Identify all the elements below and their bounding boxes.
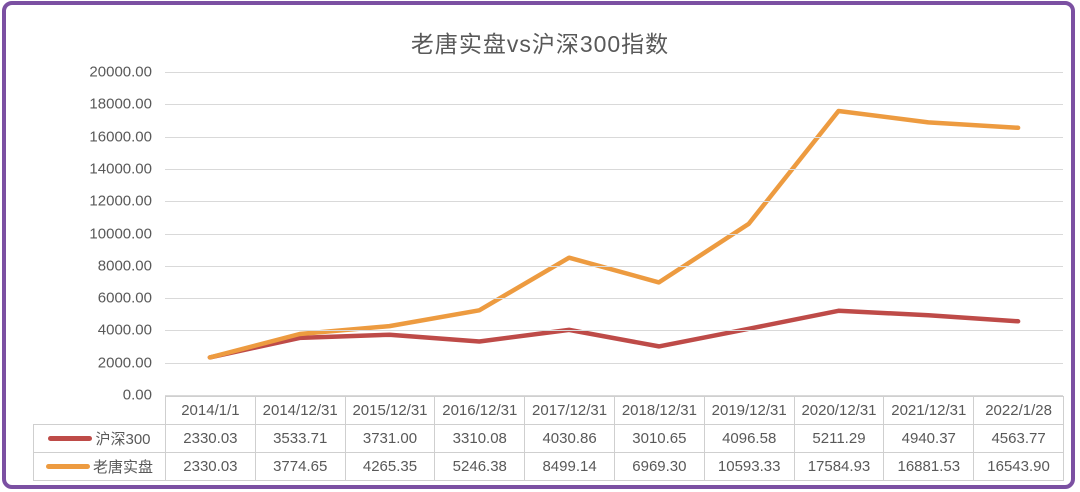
y-axis-tick-label: 18000.00 bbox=[89, 95, 152, 113]
y-axis-tick-label: 10000.00 bbox=[89, 225, 152, 242]
y-axis-tick-label: 20000.00 bbox=[89, 63, 152, 81]
series-line-0 bbox=[207, 308, 1021, 360]
y-axis-tick-label: 8000.00 bbox=[97, 257, 152, 275]
y-axis-tick-label: 2000.00 bbox=[97, 354, 152, 372]
gridline bbox=[165, 72, 1063, 73]
table-value-cell: 17584.93 bbox=[793, 452, 885, 481]
table-value-cell: 3533.71 bbox=[254, 424, 346, 453]
series-color-swatch-icon bbox=[48, 436, 93, 441]
table-value-cell: 5211.29 bbox=[793, 424, 885, 453]
table-value-cell: 4940.37 bbox=[883, 424, 975, 453]
legend-cell: 老唐实盘 bbox=[33, 452, 166, 481]
table-body: 2014/1/1 2014/12/31 2015/12/31 2016/12/31 20… bbox=[33, 396, 1064, 481]
table-header-cell: 2019/12/31 bbox=[703, 396, 795, 425]
table-value-cell: 4096.58 bbox=[703, 424, 795, 453]
series-color-swatch-icon bbox=[45, 464, 90, 469]
table-header-cell: 2014/12/31 bbox=[254, 396, 346, 425]
gridline bbox=[165, 362, 1063, 364]
table-header-cell: 2015/12/31 bbox=[344, 396, 436, 425]
data-table: 2014/1/1 2014/12/31 2015/12/31 2016/12/31 20… bbox=[33, 396, 1064, 481]
table-header-cell: 2016/12/31 bbox=[434, 396, 526, 425]
table-header-row: 2014/1/1 2014/12/31 2015/12/31 2016/12/31 20… bbox=[34, 396, 1064, 425]
table-value-cell: 3774.65 bbox=[254, 452, 346, 481]
line-chart-svg bbox=[207, 108, 1021, 360]
table-row: 老唐实盘 2330.03 3774.65 4265.35 5246.38 8499.14 6… bbox=[33, 452, 1064, 481]
table-header-cell: 2014/1/1 bbox=[165, 396, 256, 425]
series-line-1 bbox=[207, 108, 1021, 360]
series-name-label: 沪深300 bbox=[95, 431, 151, 448]
gridline bbox=[165, 201, 1063, 203]
table-header-cell: 2021/12/31 bbox=[883, 396, 975, 425]
gridline bbox=[165, 104, 1063, 106]
table-value-cell: 3310.08 bbox=[434, 424, 526, 453]
gridline bbox=[165, 168, 1063, 170]
table-value-cell: 5246.38 bbox=[434, 452, 526, 481]
table-header-cell: 2018/12/31 bbox=[613, 396, 705, 425]
table-header-cell: 2017/12/31 bbox=[524, 396, 615, 425]
y-axis-tick-label: 16000.00 bbox=[89, 128, 152, 146]
table-header-cell: 2020/12/31 bbox=[793, 396, 885, 425]
table-value-cell: 10593.33 bbox=[703, 452, 795, 481]
y-axis-tick-label: 6000.00 bbox=[97, 289, 152, 307]
chart-title: 老唐实盘vs沪深300指数 bbox=[410, 31, 670, 57]
legend-cell: 沪深300 bbox=[33, 424, 166, 453]
table-value-cell: 6969.30 bbox=[613, 452, 705, 481]
table-row: 沪深300 2330.03 3533.71 3731.00 3310.08 4030.86… bbox=[33, 424, 1064, 453]
table-value-cell: 4265.35 bbox=[344, 452, 436, 481]
table-value-cell: 3010.65 bbox=[613, 424, 705, 453]
table-value-cell: 16881.53 bbox=[883, 452, 975, 481]
gridline bbox=[165, 395, 1063, 396]
table-value-cell: 8499.14 bbox=[524, 452, 615, 481]
y-axis-tick-label: 14000.00 bbox=[89, 160, 152, 178]
plot-area bbox=[165, 72, 1063, 396]
table-value-cell: 16543.90 bbox=[973, 452, 1064, 481]
table-value-cell: 4563.77 bbox=[973, 424, 1064, 453]
gridline bbox=[165, 330, 1063, 332]
y-axis-tick-label: 0.00 bbox=[122, 386, 152, 404]
table-value-cell: 4030.86 bbox=[524, 424, 615, 453]
gridline bbox=[165, 136, 1063, 138]
gridline bbox=[165, 233, 1063, 235]
gridline bbox=[165, 298, 1063, 300]
gridline bbox=[165, 265, 1063, 267]
y-axis-tick-label: 12000.00 bbox=[89, 192, 152, 210]
table-value-cell: 2330.03 bbox=[165, 452, 256, 481]
y-axis-tick-label: 4000.00 bbox=[97, 321, 152, 339]
table-corner-blank bbox=[34, 397, 166, 425]
series-name-label: 老唐实盘 bbox=[92, 459, 153, 476]
table-value-cell: 3731.00 bbox=[344, 424, 436, 453]
table-value-cell: 2330.03 bbox=[165, 424, 256, 453]
table-header-cell: 2022/1/28 bbox=[973, 396, 1064, 425]
